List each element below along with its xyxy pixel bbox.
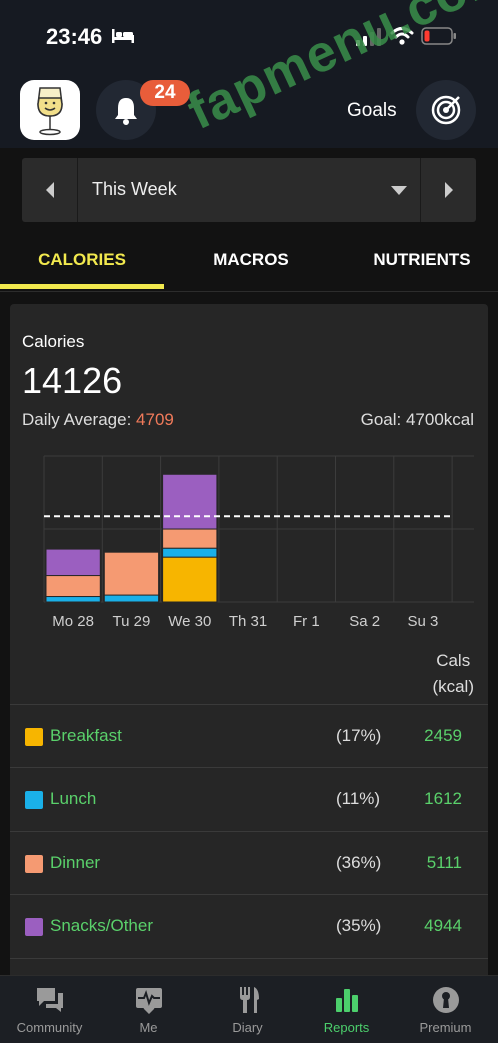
calories-bar-chart: Mo 28 Tu 29 We 30 Th 31 Fr 1 Sa 2 Su 3 xyxy=(43,455,474,630)
previous-period-button[interactable] xyxy=(22,158,78,222)
battery-icon xyxy=(421,27,456,45)
tab-me[interactable]: Me xyxy=(99,984,198,1035)
period-selector: This Week xyxy=(22,158,476,222)
daily-average-label: Daily Average: xyxy=(22,410,132,429)
chart-bar-segment xyxy=(45,575,101,598)
chart-bar-segment xyxy=(162,528,218,549)
meal-label: Dinner xyxy=(50,853,101,872)
fork-knife-icon xyxy=(239,987,259,1013)
status-bar: 23:46 xyxy=(0,0,498,72)
chart-bar-segment xyxy=(45,596,101,603)
tab-diary[interactable]: Diary xyxy=(198,984,297,1035)
tab-community[interactable]: Community xyxy=(0,984,99,1035)
wifi-icon xyxy=(390,27,414,45)
meal-kcal: 2459 xyxy=(424,726,462,745)
chart-bar-segment xyxy=(103,551,160,596)
daily-average-value: 4709 xyxy=(136,410,174,429)
meal-percent: (11%) xyxy=(336,789,381,808)
tab-reports[interactable]: Reports xyxy=(297,984,396,1035)
daily-average: Daily Average: 4709 xyxy=(22,410,174,430)
chart-x-tick-label: Tu 29 xyxy=(113,613,151,630)
report-tabs: CALORIES MACROS NUTRIENTS xyxy=(0,232,498,292)
keyhole-icon xyxy=(432,987,459,1013)
goal-text: Goal: 4700kcal xyxy=(360,410,474,429)
app-header: 24 Goals fapmenu.com xyxy=(0,0,498,148)
chart-x-tick-label: Th 31 xyxy=(229,613,267,630)
lunch-swatch xyxy=(25,791,43,809)
chart-x-tick-label: Fr 1 xyxy=(293,613,320,630)
next-period-button[interactable] xyxy=(420,158,476,222)
chart-x-tick-label: Sa 2 xyxy=(349,613,380,630)
chart-bar-segment xyxy=(162,547,218,558)
chevron-left-icon xyxy=(45,182,54,198)
target-icon xyxy=(431,95,461,125)
bottom-tab-bar: Community Me Diary Reports xyxy=(0,975,498,1043)
meal-kcal: 1612 xyxy=(424,789,462,808)
heart-pulse-icon xyxy=(135,988,162,1014)
chart-bar-segment xyxy=(103,594,160,603)
meal-kcal: 4944 xyxy=(424,916,462,935)
tab-premium[interactable]: Premium xyxy=(396,984,495,1035)
app-logo[interactable] xyxy=(20,80,80,140)
notification-count-badge: 24 xyxy=(140,80,190,106)
goals-label[interactable]: Goals xyxy=(347,100,397,121)
goals-button[interactable] xyxy=(416,80,476,140)
cals-header-line2: (kcal) xyxy=(432,677,474,696)
meal-percent: (17%) xyxy=(336,726,382,745)
meal-row-snacks[interactable]: Snacks/Other (35%) 4944 xyxy=(10,894,488,957)
dinner-swatch xyxy=(25,855,43,873)
tab-calories[interactable]: CALORIES xyxy=(38,250,126,269)
chart-x-tick-label: Mo 28 xyxy=(52,613,94,630)
meal-label: Snacks/Other xyxy=(50,916,153,935)
meal-kcal: 5111 xyxy=(426,853,462,872)
tab-label: Community xyxy=(16,1020,83,1035)
chart-bar-segment xyxy=(162,556,218,603)
chart-bar-segment xyxy=(162,473,218,530)
active-tab-indicator xyxy=(0,284,164,289)
breakfast-swatch xyxy=(25,728,43,746)
meal-label: Lunch xyxy=(50,789,97,808)
chevron-right-icon xyxy=(444,182,453,198)
tab-label: Me xyxy=(139,1020,158,1035)
chart-x-tick-label: We 30 xyxy=(168,613,211,630)
card-title: Calories xyxy=(22,332,85,351)
chart-x-tick-label: Su 3 xyxy=(408,613,439,630)
tab-label: Diary xyxy=(232,1020,263,1035)
tab-label: Reports xyxy=(323,1020,370,1035)
bed-icon xyxy=(112,29,134,43)
chevron-down-icon[interactable] xyxy=(390,184,408,196)
status-time: 23:46 xyxy=(46,24,103,49)
tab-macros[interactable]: MACROS xyxy=(213,250,289,269)
cals-header-line1: Cals xyxy=(436,651,471,670)
cals-column-header: Cals (kcal) xyxy=(432,648,474,700)
tab-nutrients[interactable]: NUTRIENTS xyxy=(373,250,471,269)
tab-label: Premium xyxy=(419,1020,472,1035)
bar-chart-icon xyxy=(335,989,358,1012)
meal-row-lunch[interactable]: Lunch (11%) 1612 xyxy=(10,767,488,830)
meal-percent: (36%) xyxy=(336,853,382,872)
wine-glass-icon xyxy=(37,87,63,136)
table-bottom-divider xyxy=(10,958,488,984)
bell-icon xyxy=(115,98,137,125)
meal-label: Breakfast xyxy=(50,726,122,745)
chart-bar-segment xyxy=(45,548,101,577)
meal-percent: (35%) xyxy=(336,916,382,935)
calories-card: Calories 14126 Daily Average: 4709 Goal:… xyxy=(10,304,488,984)
meal-row-dinner[interactable]: Dinner (36%) 5111 xyxy=(10,831,488,894)
signal-icon xyxy=(356,28,381,46)
snacks-swatch xyxy=(25,918,43,936)
period-dropdown[interactable]: This Week xyxy=(92,179,177,199)
total-calories: 14126 xyxy=(22,360,123,401)
meal-row-breakfast[interactable]: Breakfast (17%) 2459 xyxy=(10,704,488,767)
chat-bubbles-icon xyxy=(36,988,63,1012)
